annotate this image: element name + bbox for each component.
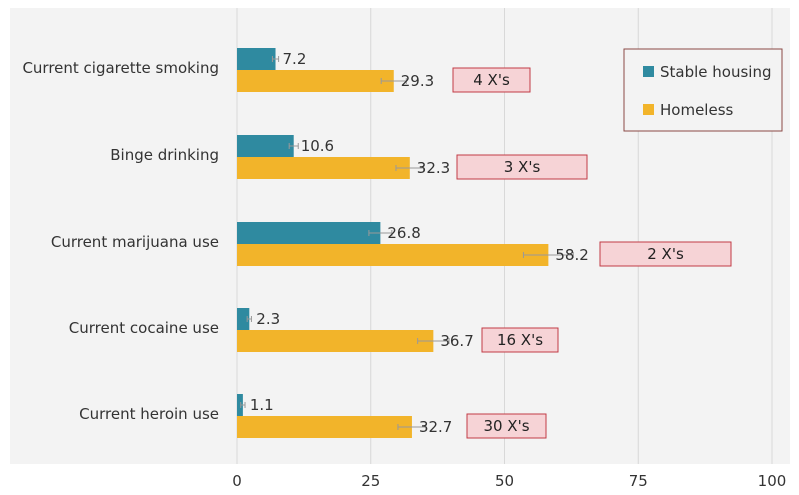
legend-label: Homeless [660, 101, 734, 119]
data-label: 7.2 [283, 50, 307, 68]
x-tick-label: 0 [232, 472, 242, 490]
x-tick-label: 75 [629, 472, 648, 490]
bar-homeless [237, 157, 410, 179]
x-tick-label: 100 [758, 472, 787, 490]
ratio-annotation-box [456, 154, 588, 180]
category-label: Binge drinking [110, 146, 219, 164]
ratio-annotation-text: 4 X's [473, 71, 510, 89]
category-label: Current cocaine use [69, 319, 219, 337]
legend-box [623, 48, 783, 132]
ratio-annotation-text: 2 X's [647, 245, 684, 263]
category-label: Current heroin use [79, 405, 219, 423]
data-label: 32.3 [417, 159, 450, 177]
bar-stable-housing [237, 135, 294, 157]
bar-stable-housing [237, 308, 250, 330]
legend-swatch [643, 104, 654, 115]
ratio-annotation-box [466, 413, 547, 439]
ratio-annotation-box [481, 327, 559, 353]
data-label: 1.1 [250, 396, 274, 414]
bar-stable-housing [237, 222, 381, 244]
data-label: 32.7 [419, 418, 452, 436]
bar-homeless [237, 244, 549, 266]
legend: Stable housing Homeless [623, 48, 783, 132]
x-tick-label: 50 [495, 472, 514, 490]
data-label: 36.7 [440, 332, 473, 350]
ratio-annotation-box [599, 241, 732, 267]
data-label: 26.8 [387, 224, 420, 242]
bar-stable-housing [237, 48, 276, 70]
x-tick-label: 25 [361, 472, 380, 490]
bar-stable-housing [237, 394, 243, 416]
data-label: 10.6 [301, 137, 334, 155]
bar-homeless [237, 330, 434, 352]
ratio-annotation-text: 16 X's [497, 331, 543, 349]
legend-swatch [643, 66, 654, 77]
data-label: 2.3 [256, 310, 280, 328]
bar-homeless [237, 70, 394, 92]
ratio-annotation-box [452, 67, 531, 93]
data-label: 29.3 [401, 72, 434, 90]
ratio-annotation-text: 3 X's [504, 158, 541, 176]
legend-label: Stable housing [660, 63, 771, 81]
bar-homeless [237, 416, 412, 438]
category-label: Current marijuana use [51, 233, 219, 251]
ratio-annotation-text: 30 X's [483, 417, 529, 435]
data-label: 58.2 [555, 246, 588, 264]
bars [237, 48, 574, 438]
labels: 0 25 50 75 100 Current cigarette smoking 7.2 29… [22, 50, 786, 490]
category-label: Current cigarette smoking [22, 59, 219, 77]
